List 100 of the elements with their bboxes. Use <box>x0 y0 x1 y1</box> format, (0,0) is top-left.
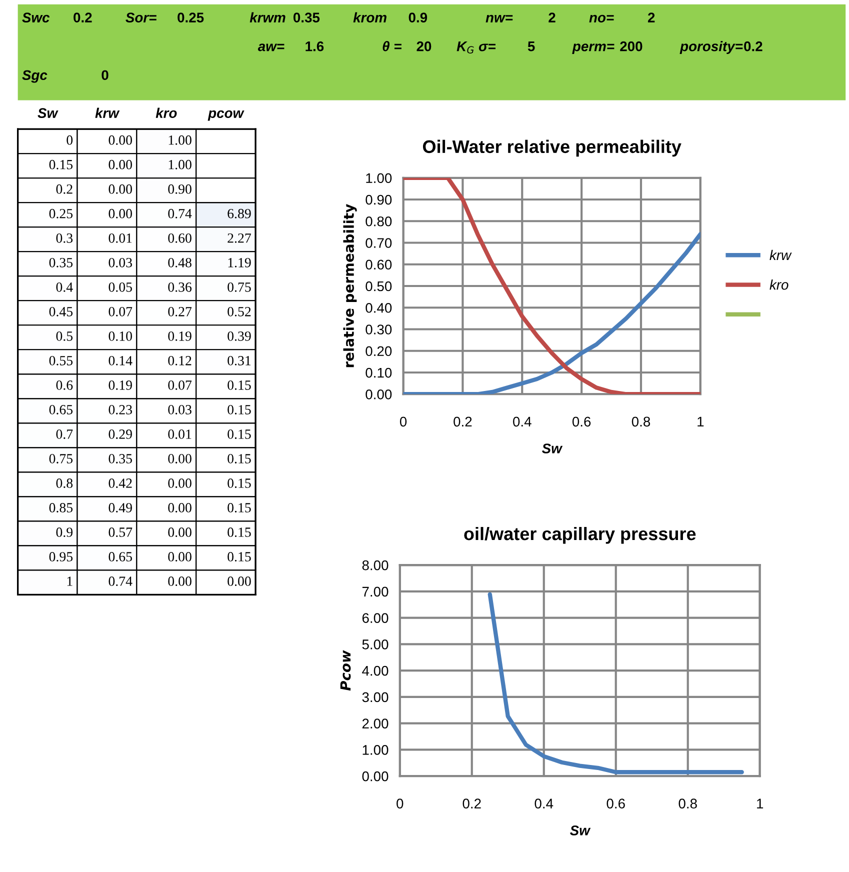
x-tick-label: 1 <box>698 416 704 426</box>
text: perm= <box>572 44 614 54</box>
data-label: 0.75 <box>49 454 73 464</box>
data-label: 0.00 <box>168 528 192 537</box>
x-tick-label: 0.6 <box>572 416 591 427</box>
data-label: 0.25 <box>49 208 73 218</box>
y-tick-label: 8.00 <box>362 560 388 570</box>
x-tick-label: 0.6 <box>606 798 625 809</box>
data-label: 0.85 <box>49 503 73 512</box>
data-label: 0 <box>66 135 73 145</box>
x-tick-label: 0 <box>400 416 407 427</box>
data-label: 0.7 <box>56 430 73 439</box>
text: 0.2 <box>74 12 92 22</box>
text: 0.2 <box>744 41 762 52</box>
text: porosity= <box>680 41 743 54</box>
data-label: 0.74 <box>108 576 132 586</box>
x-tick-label: 0.2 <box>454 416 472 427</box>
data-label: 0.5 <box>56 331 73 341</box>
y-tick-label: 1.00 <box>366 173 392 184</box>
x-tick-label: 0.2 <box>462 798 481 809</box>
y-tick-label: 0.10 <box>366 368 392 378</box>
y-tick-label: 0.30 <box>366 324 392 334</box>
x-tick-label: 0.4 <box>534 798 554 809</box>
y-tick-label: 2.00 <box>362 718 388 728</box>
data-label: 0.27 <box>168 306 192 316</box>
data-label: 0.15 <box>228 454 251 464</box>
y-tick-label: 0.60 <box>366 260 392 270</box>
data-label: 0.03 <box>168 405 192 414</box>
data-label: 0.19 <box>108 380 132 390</box>
data-label: 0.6 <box>56 380 73 390</box>
data-label: 0.00 <box>168 503 192 512</box>
data-label: 0.55 <box>49 356 73 366</box>
text: 1.6 <box>306 41 324 52</box>
text: 0 <box>102 70 108 80</box>
text: Sor= <box>126 12 156 22</box>
data-label: 0.52 <box>228 306 251 316</box>
data-label: 0.36 <box>168 282 192 292</box>
text: 20 <box>416 41 432 52</box>
data-label: 0.35 <box>108 454 132 464</box>
data-label: 0.00 <box>168 576 192 586</box>
y-axis-title: Pcow <box>340 650 351 691</box>
data-label: 0.35 <box>49 258 73 268</box>
data-label: 1.00 <box>168 160 192 170</box>
data-label: 0.4 <box>56 282 73 292</box>
data-label: 0.00 <box>168 552 192 562</box>
data-label: 1 <box>67 576 72 586</box>
y-tick-label: 0.70 <box>366 238 392 248</box>
data-label: 0.12 <box>168 356 192 366</box>
data-label: 0.65 <box>108 552 132 562</box>
data-label: 0.57 <box>108 528 132 537</box>
data-label: 0.8 <box>56 478 73 488</box>
text: K$_{G}$ σ= <box>456 42 496 54</box>
x-tick-label: 0.4 <box>513 416 532 427</box>
data-label: 0.00 <box>108 160 132 170</box>
text: Sgc <box>22 70 48 83</box>
data-label: 0.15 <box>228 380 251 390</box>
text: no= <box>589 14 614 22</box>
legend-label: kro <box>770 280 788 290</box>
y-tick-label: 0.50 <box>366 281 392 292</box>
data-label: 0.90 <box>168 184 192 194</box>
data-label: 0.60 <box>168 233 192 243</box>
data-label: 0.15 <box>228 405 251 414</box>
y-tick-label: 0.80 <box>366 216 392 226</box>
data-label: 0.00 <box>108 135 132 145</box>
text: θ = <box>382 41 402 52</box>
data-label: 1.00 <box>168 135 192 145</box>
y-tick-label: 3.00 <box>362 692 388 702</box>
chart-title: oil/water capillary pressure <box>464 526 696 544</box>
data-label: 0.05 <box>108 282 132 292</box>
data-label: 0.07 <box>168 380 192 390</box>
data-label: 0.9 <box>56 528 73 537</box>
data-label: 0.95 <box>49 552 73 562</box>
x-tick-label: 1 <box>757 798 764 808</box>
y-tick-label: 5.00 <box>362 640 388 650</box>
y-tick-label: 7.00 <box>362 586 388 597</box>
x-tick-label: 0.8 <box>632 416 650 427</box>
data-label: 0.07 <box>108 306 132 316</box>
data-label: 0.42 <box>108 478 132 488</box>
data-label: 6.89 <box>228 208 251 218</box>
x-tick-label: 0 <box>396 798 404 809</box>
x-tick-label: Sw <box>38 108 58 118</box>
text: aw= <box>258 44 284 52</box>
data-label: 0.01 <box>108 233 132 243</box>
data-label: 0.23 <box>108 405 132 414</box>
x-tick-label: pcow <box>208 110 244 121</box>
data-label: 0.31 <box>228 356 251 366</box>
text: krom <box>353 12 386 22</box>
data-label: 0.49 <box>108 503 132 512</box>
text: 0.25 <box>178 12 204 22</box>
text: 0.35 <box>293 12 320 22</box>
data-label: 0.00 <box>228 576 251 586</box>
data-label: 0.15 <box>49 160 73 170</box>
text: Swc <box>22 12 50 22</box>
text: 200 <box>620 41 642 52</box>
line-series <box>488 592 744 774</box>
legend-label: krw <box>770 250 792 260</box>
data-label: 0.10 <box>108 331 132 341</box>
data-label: 1.19 <box>228 258 251 268</box>
data-label: 0.29 <box>108 430 132 439</box>
data-label: 0.75 <box>228 282 251 292</box>
